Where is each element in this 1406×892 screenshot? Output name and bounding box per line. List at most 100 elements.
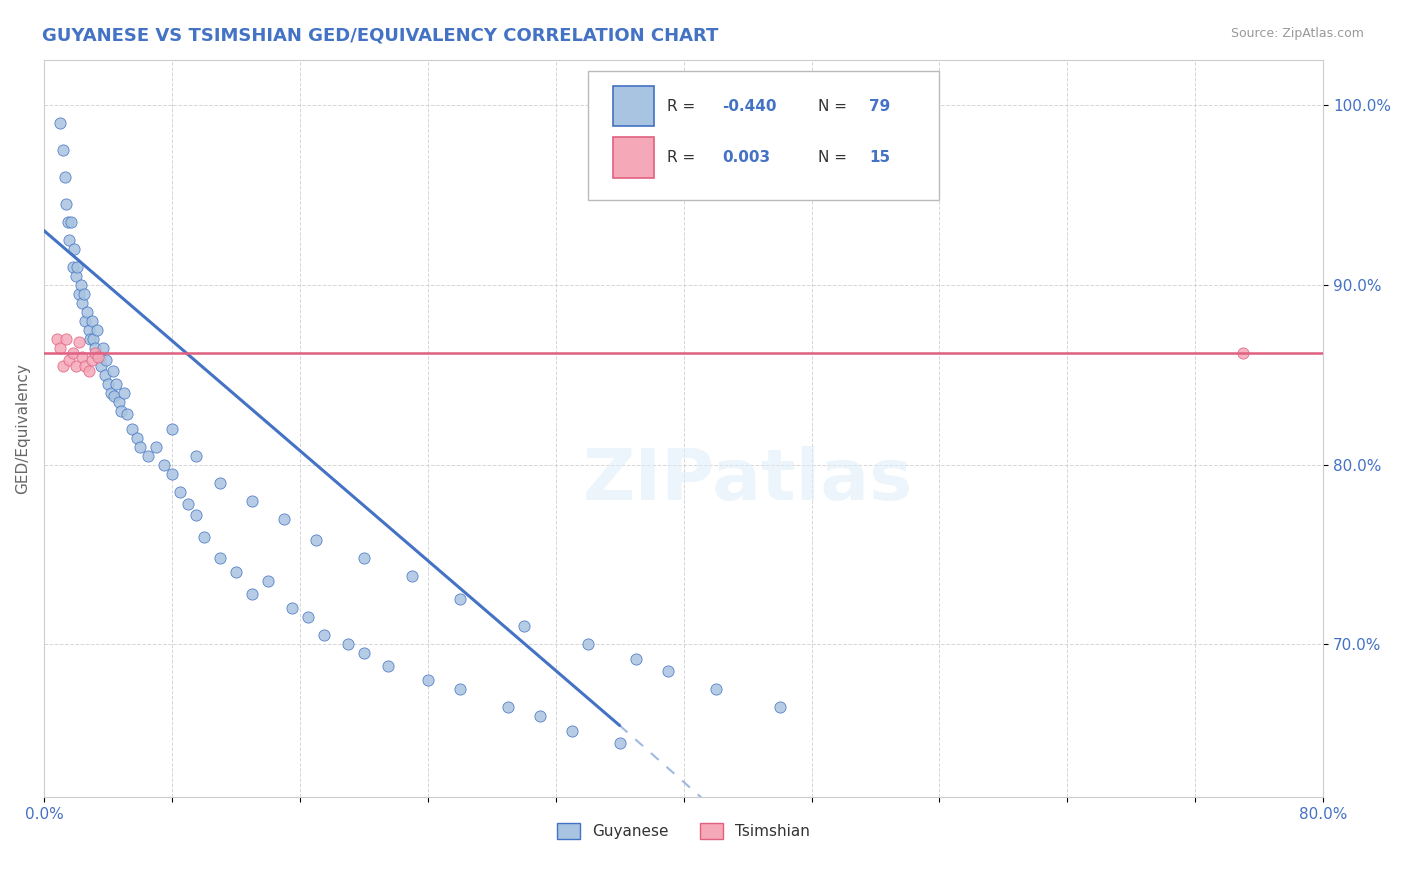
Point — [69, 277, 91, 292]
Legend: Guyanese, Tsimshian: Guyanese, Tsimshian — [551, 817, 815, 845]
Point — [193, 529, 215, 543]
Bar — [613, 86, 654, 127]
Point — [125, 430, 148, 444]
Point — [58, 353, 80, 368]
Point — [561, 723, 583, 738]
Point — [353, 647, 375, 661]
Point — [53, 169, 76, 184]
Point — [112, 385, 135, 400]
Point — [104, 376, 127, 391]
Point — [208, 551, 231, 566]
Point — [75, 359, 97, 373]
Bar — [613, 137, 654, 178]
Point — [75, 313, 97, 327]
Point — [160, 467, 183, 481]
Point — [449, 592, 471, 607]
Text: N =: N = — [818, 99, 852, 113]
Point — [121, 421, 143, 435]
Point — [101, 364, 124, 378]
Point — [63, 242, 86, 256]
Point — [160, 421, 183, 435]
Text: GUYANESE VS TSIMSHIAN GED/EQUIVALENCY CORRELATION CHART: GUYANESE VS TSIMSHIAN GED/EQUIVALENCY CO… — [42, 27, 718, 45]
Point — [67, 286, 90, 301]
Point — [336, 638, 359, 652]
Point — [297, 610, 319, 624]
Point — [1232, 346, 1254, 360]
Point — [624, 652, 647, 666]
Point — [449, 682, 471, 697]
Text: Source: ZipAtlas.com: Source: ZipAtlas.com — [1230, 27, 1364, 40]
Point — [115, 407, 138, 421]
Point — [62, 346, 84, 360]
Point — [145, 440, 167, 454]
Point — [576, 638, 599, 652]
Point — [80, 353, 103, 368]
Point — [108, 394, 131, 409]
Point — [84, 341, 107, 355]
Point — [225, 566, 247, 580]
Point — [72, 350, 94, 364]
Point — [91, 341, 114, 355]
Point — [67, 335, 90, 350]
Point — [96, 353, 118, 368]
Text: 0.003: 0.003 — [721, 150, 770, 165]
Point — [86, 322, 108, 336]
Point — [281, 601, 304, 615]
Point — [97, 376, 120, 391]
Point — [184, 508, 207, 522]
Text: 79: 79 — [869, 99, 890, 113]
Point — [84, 346, 107, 360]
Point — [90, 359, 112, 373]
Point — [305, 533, 328, 547]
Point — [62, 260, 84, 274]
Point — [79, 332, 101, 346]
Point — [312, 628, 335, 642]
Point — [512, 619, 534, 633]
Point — [136, 449, 159, 463]
FancyBboxPatch shape — [588, 70, 939, 200]
Point — [177, 497, 200, 511]
Point — [704, 682, 727, 697]
Text: R =: R = — [666, 150, 704, 165]
Text: 15: 15 — [869, 150, 890, 165]
Text: N =: N = — [818, 150, 852, 165]
Point — [72, 295, 94, 310]
Point — [416, 673, 439, 688]
Point — [77, 364, 100, 378]
Point — [169, 484, 191, 499]
Point — [240, 587, 263, 601]
Point — [768, 700, 790, 714]
Point — [89, 350, 111, 364]
Point — [496, 700, 519, 714]
Point — [529, 709, 551, 723]
Point — [65, 268, 87, 283]
Point — [77, 322, 100, 336]
Point — [87, 350, 110, 364]
Point — [49, 341, 72, 355]
Point — [55, 332, 77, 346]
Point — [82, 332, 104, 346]
Point — [66, 260, 89, 274]
Point — [65, 359, 87, 373]
Point — [401, 569, 423, 583]
Point — [80, 313, 103, 327]
Point — [93, 368, 115, 382]
Point — [110, 403, 132, 417]
Point — [240, 493, 263, 508]
Text: ZIPatlas: ZIPatlas — [582, 446, 912, 515]
Point — [55, 196, 77, 211]
Point — [273, 511, 295, 525]
Point — [49, 115, 72, 129]
Point — [128, 440, 150, 454]
Point — [657, 665, 679, 679]
Point — [52, 359, 75, 373]
Y-axis label: GED/Equivalency: GED/Equivalency — [15, 363, 30, 494]
Point — [103, 389, 125, 403]
Point — [76, 304, 98, 318]
Text: R =: R = — [666, 99, 700, 113]
Point — [60, 214, 83, 228]
Point — [153, 458, 176, 472]
Point — [184, 449, 207, 463]
Point — [52, 143, 75, 157]
Point — [353, 551, 375, 566]
